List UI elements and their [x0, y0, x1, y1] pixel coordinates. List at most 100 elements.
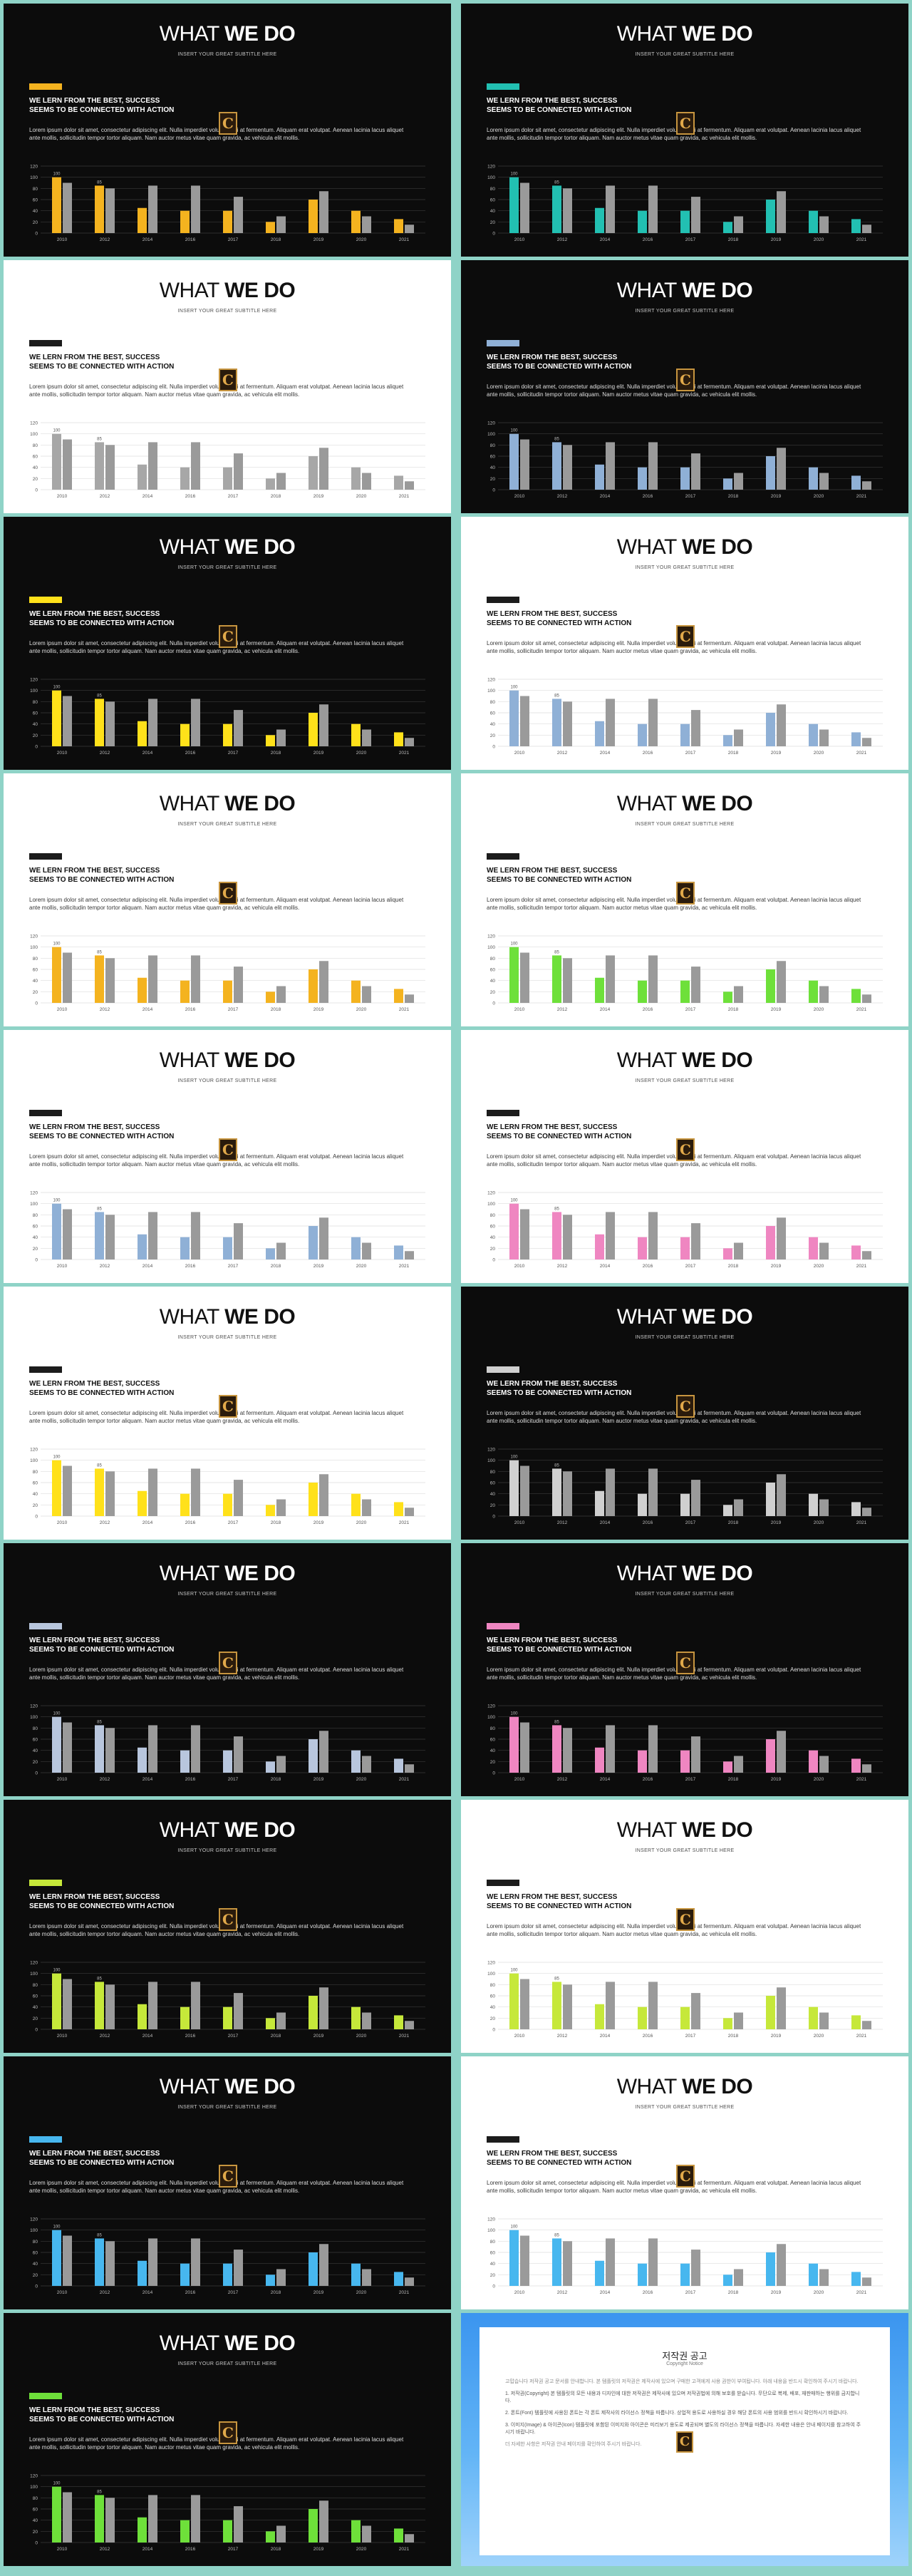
x-tick-label: 2020 [356, 1520, 367, 1525]
slide[interactable]: WHAT WE DO INSERT YOUR GREAT SUBTITLE HE… [4, 260, 451, 513]
bar-series-1 [351, 467, 361, 490]
slide-subtitle: INSERT YOUR GREAT SUBTITLE HERE [177, 1592, 277, 1597]
slide[interactable]: WHAT WE DO INSERT YOUR GREAT SUBTITLE HE… [4, 1800, 451, 2053]
bar-series-2 [777, 2244, 786, 2286]
x-tick-label: 2012 [557, 1520, 568, 1525]
slide[interactable]: WHAT WE DO INSERT YOUR GREAT SUBTITLE HE… [461, 517, 908, 770]
bar-series-2 [105, 2241, 115, 2286]
bar-series-2 [563, 188, 572, 233]
x-tick-label: 2017 [228, 2290, 239, 2295]
slide[interactable]: WHAT WE DO INSERT YOUR GREAT SUBTITLE HE… [4, 1543, 451, 1796]
y-tick-label: 60 [490, 1738, 496, 1743]
bar-series-2 [234, 1223, 243, 1259]
x-tick-label: 2016 [643, 1777, 653, 1782]
bar-series-2 [405, 1764, 414, 1773]
slide[interactable]: WHAT WE DO INSERT YOUR GREAT SUBTITLE HE… [4, 1287, 451, 1540]
bar-series-1 [723, 735, 732, 746]
slide[interactable]: WHAT WE DO INSERT YOUR GREAT SUBTITLE HE… [4, 773, 451, 1026]
slide-title: WHAT WE DO [159, 2075, 296, 2098]
bar-series-2 [63, 1209, 72, 1259]
slide[interactable]: WHAT WE DO INSERT YOUR GREAT SUBTITLE HE… [461, 260, 908, 513]
slide-heading: WE LERN FROM THE BEST, SUCCESS SEEMS TO … [29, 610, 175, 627]
copyright-notice-slide[interactable]: 저작권 공고 Copyright Notice 고맙습니다 저작권 공고 문서를 안… [461, 2313, 908, 2566]
bar-series-1 [223, 2520, 232, 2542]
slide[interactable]: WHAT WE DO INSERT YOUR GREAT SUBTITLE HE… [4, 2056, 451, 2309]
y-tick-label: 0 [35, 1771, 38, 1776]
slide[interactable]: WHAT WE DO INSERT YOUR GREAT SUBTITLE HE… [461, 4, 908, 257]
slide-title: WHAT WE DO [616, 279, 753, 302]
bar-series-2 [606, 1468, 615, 1516]
bar-series-1 [766, 713, 775, 746]
bar-series-1 [309, 456, 318, 490]
y-tick-label: 80 [33, 2496, 38, 2501]
bar-series-2 [777, 1217, 786, 1259]
bar-series-1 [180, 723, 190, 746]
slide[interactable]: WHAT WE DO INSERT YOUR GREAT SUBTITLE HE… [4, 4, 451, 257]
slide[interactable]: WHAT WE DO INSERT YOUR GREAT SUBTITLE HE… [4, 2313, 451, 2566]
bar-series-2 [63, 1979, 72, 2029]
slide-heading: WE LERN FROM THE BEST, SUCCESS SEEMS TO … [487, 1893, 632, 1910]
y-tick-label: 60 [490, 198, 496, 203]
x-tick-label: 2019 [314, 1264, 324, 1269]
bar-series-2 [734, 473, 743, 490]
x-tick-label: 2021 [399, 751, 410, 756]
slide[interactable]: WHAT WE DO INSERT YOUR GREAT SUBTITLE HE… [461, 1800, 908, 2053]
bar-series-1 [138, 464, 147, 490]
bar-series-2 [777, 1474, 786, 1516]
slide[interactable]: WHAT WE DO INSERT YOUR GREAT SUBTITLE HE… [461, 1543, 908, 1796]
bar-series-1 [266, 735, 275, 746]
slide-body-text: Lorem ipsum dolor sit amet, consectetur … [29, 2436, 404, 2451]
data-label: 85 [554, 1977, 559, 1981]
slide[interactable]: WHAT WE DO INSERT YOUR GREAT SUBTITLE HE… [4, 1030, 451, 1283]
x-tick-label: 2021 [399, 2034, 410, 2039]
bar-chart: 0 20 40 60 80 100 120 2010 2012 2014 2016 2017 2018 2… [487, 934, 883, 1012]
bar-series-1 [509, 947, 519, 1003]
bar-series-2 [648, 1982, 658, 2029]
bar-chart: 0 20 40 60 80 100 120 2010 2012 2014 2016 2017 2018 2… [487, 1191, 883, 1269]
y-tick-label: 120 [30, 1704, 38, 1709]
x-tick-label: 2010 [57, 1264, 68, 1269]
y-tick-label: 0 [492, 1515, 495, 1520]
slide[interactable]: WHAT WE DO INSERT YOUR GREAT SUBTITLE HE… [461, 1030, 908, 1283]
bar-series-2 [362, 729, 371, 746]
bar-series-2 [148, 1982, 157, 2029]
data-label: 100 [53, 686, 61, 690]
y-tick-label: 80 [490, 2240, 496, 2245]
bar-series-1 [638, 2006, 647, 2029]
bar-series-1 [723, 222, 732, 233]
bar-series-1 [851, 1502, 861, 1516]
x-tick-label: 2016 [643, 2290, 653, 2295]
bar-series-1 [180, 980, 190, 1003]
x-tick-label: 2021 [399, 1520, 410, 1525]
y-tick-label: 0 [492, 2284, 495, 2289]
x-tick-label: 2019 [314, 2034, 324, 2039]
slide[interactable]: WHAT WE DO INSERT YOUR GREAT SUBTITLE HE… [461, 1287, 908, 1540]
bar-series-2 [319, 448, 328, 490]
bar-series-1 [52, 433, 61, 490]
slide[interactable]: WHAT WE DO INSERT YOUR GREAT SUBTITLE HE… [461, 2056, 908, 2309]
y-tick-label: 80 [490, 1470, 496, 1475]
y-tick-label: 40 [33, 1235, 38, 1240]
x-tick-label: 2021 [399, 2290, 410, 2295]
x-tick-label: 2012 [100, 237, 110, 242]
bar-series-1 [138, 977, 147, 1003]
y-tick-label: 120 [487, 1961, 495, 1966]
x-tick-label: 2014 [600, 1777, 611, 1782]
watermark-logo: C [676, 882, 695, 905]
y-tick-label: 20 [490, 1247, 496, 1252]
bar-series-1 [180, 2520, 190, 2542]
x-tick-label: 2019 [314, 1777, 324, 1782]
x-tick-label: 2010 [57, 2034, 68, 2039]
y-tick-label: 20 [490, 733, 496, 738]
data-label: 85 [97, 2490, 102, 2494]
bar-series-2 [148, 2238, 157, 2286]
slide[interactable]: WHAT WE DO INSERT YOUR GREAT SUBTITLE HE… [461, 773, 908, 1026]
bar-series-2 [734, 1499, 743, 1516]
x-tick-label: 2021 [399, 1777, 410, 1782]
bar-series-1 [595, 2004, 604, 2029]
bar-series-2 [319, 704, 328, 746]
slide[interactable]: WHAT WE DO INSERT YOUR GREAT SUBTITLE HE… [4, 517, 451, 770]
bar-chart: 0 20 40 60 80 100 120 2010 2012 2014 2016 2017 2018 2… [30, 1191, 425, 1269]
bar-series-2 [191, 1468, 200, 1516]
x-tick-label: 2010 [514, 237, 525, 242]
